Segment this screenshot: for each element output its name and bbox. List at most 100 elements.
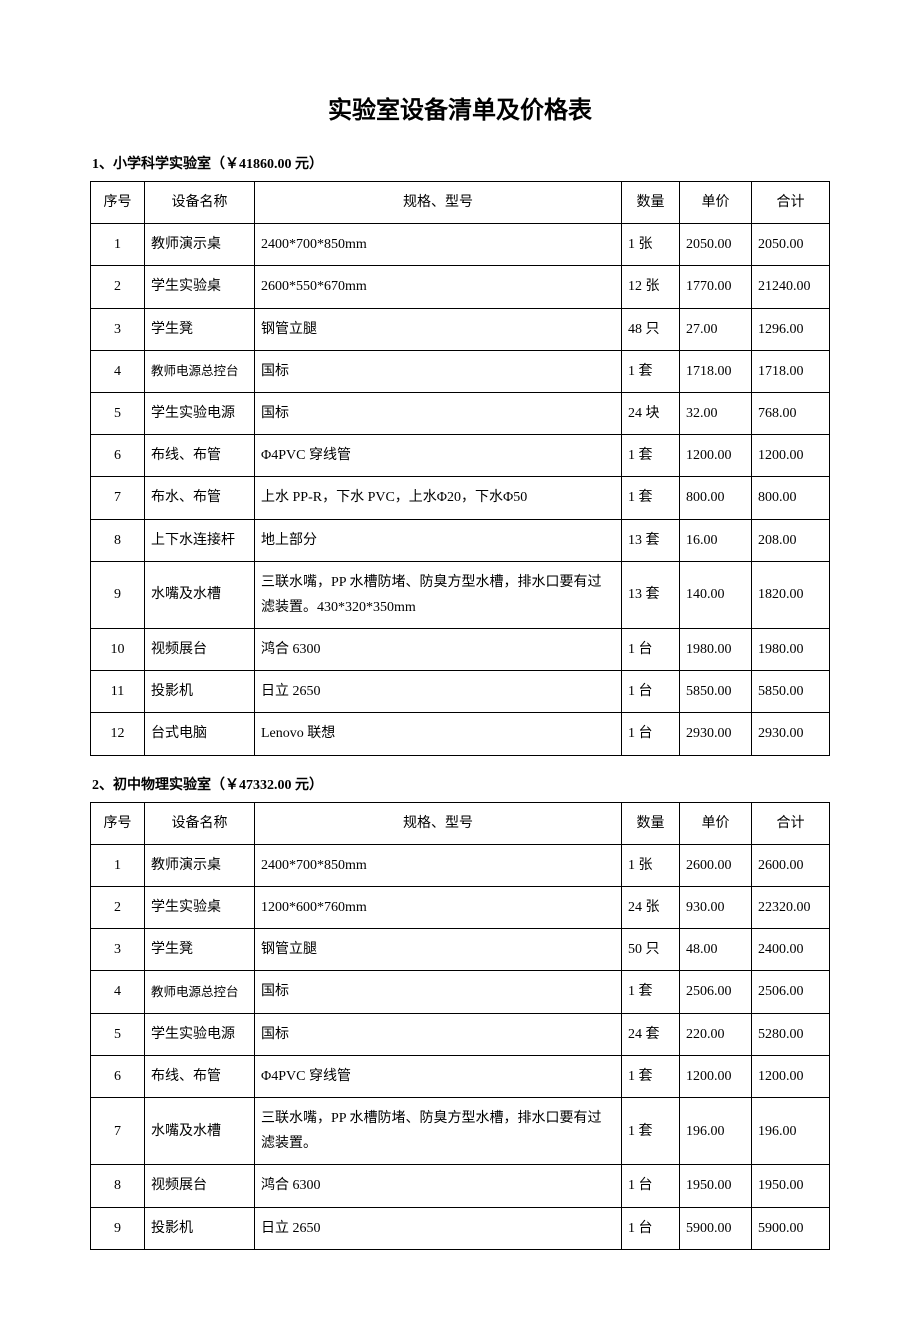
- section-2: 2、初中物理实验室（￥47332.00 元） 序号 设备名称 规格、型号 数量 …: [90, 774, 830, 1250]
- cell-idx: 8: [91, 519, 145, 561]
- cell-idx: 4: [91, 350, 145, 392]
- cell-idx: 1: [91, 844, 145, 886]
- cell-price: 220.00: [680, 1013, 752, 1055]
- cell-idx: 8: [91, 1165, 145, 1207]
- cell-total: 5280.00: [752, 1013, 830, 1055]
- cell-price: 5900.00: [680, 1207, 752, 1249]
- cell-total: 208.00: [752, 519, 830, 561]
- cell-idx: 9: [91, 1207, 145, 1249]
- cell-spec: 鸿合 6300: [255, 1165, 622, 1207]
- cell-qty: 1 套: [622, 350, 680, 392]
- col-header-name: 设备名称: [145, 802, 255, 844]
- cell-name: 上下水连接杆: [145, 519, 255, 561]
- cell-name: 学生凳: [145, 308, 255, 350]
- table-row: 2学生实验桌2600*550*670mm12 张1770.0021240.00: [91, 266, 830, 308]
- cell-total: 768.00: [752, 392, 830, 434]
- cell-spec: 钢管立腿: [255, 308, 622, 350]
- cell-idx: 2: [91, 266, 145, 308]
- cell-total: 5900.00: [752, 1207, 830, 1249]
- cell-idx: 3: [91, 308, 145, 350]
- table-row: 11投影机日立 26501 台5850.005850.00: [91, 671, 830, 713]
- table-row: 3学生凳钢管立腿48 只27.001296.00: [91, 308, 830, 350]
- cell-name: 布水、布管: [145, 477, 255, 519]
- cell-total: 1200.00: [752, 1055, 830, 1097]
- cell-total: 22320.00: [752, 887, 830, 929]
- cell-qty: 1 套: [622, 971, 680, 1013]
- cell-idx: 5: [91, 1013, 145, 1055]
- table-row: 7水嘴及水槽三联水嘴，PP 水槽防堵、防臭方型水槽，排水口要有过滤装置。1 套1…: [91, 1097, 830, 1164]
- section-1-heading: 1、小学科学实验室（￥41860.00 元）: [92, 153, 830, 173]
- cell-total: 1200.00: [752, 435, 830, 477]
- section-2-table: 序号 设备名称 规格、型号 数量 单价 合计 1教师演示桌2400*700*85…: [90, 802, 830, 1250]
- cell-qty: 24 套: [622, 1013, 680, 1055]
- table-row: 4教师电源总控台国标1 套2506.002506.00: [91, 971, 830, 1013]
- cell-qty: 1 套: [622, 1055, 680, 1097]
- cell-price: 1980.00: [680, 629, 752, 671]
- section-1-table: 序号 设备名称 规格、型号 数量 单价 合计 1教师演示桌2400*700*85…: [90, 181, 830, 756]
- cell-name: 教师电源总控台: [145, 971, 255, 1013]
- cell-total: 2930.00: [752, 713, 830, 755]
- cell-qty: 1 台: [622, 629, 680, 671]
- cell-idx: 2: [91, 887, 145, 929]
- cell-spec: 三联水嘴，PP 水槽防堵、防臭方型水槽，排水口要有过滤装置。: [255, 1097, 622, 1164]
- cell-qty: 24 张: [622, 887, 680, 929]
- col-header-qty: 数量: [622, 802, 680, 844]
- cell-total: 1950.00: [752, 1165, 830, 1207]
- cell-idx: 11: [91, 671, 145, 713]
- cell-idx: 1: [91, 224, 145, 266]
- table-row: 3学生凳钢管立腿50 只48.002400.00: [91, 929, 830, 971]
- col-header-total: 合计: [752, 182, 830, 224]
- col-header-idx: 序号: [91, 182, 145, 224]
- table-row: 6布线、布管Φ4PVC 穿线管1 套1200.001200.00: [91, 435, 830, 477]
- cell-spec: 国标: [255, 971, 622, 1013]
- page: 实验室设备清单及价格表 1、小学科学实验室（￥41860.00 元） 序号 设备…: [0, 0, 920, 1328]
- cell-price: 32.00: [680, 392, 752, 434]
- cell-spec: 国标: [255, 392, 622, 434]
- col-header-spec: 规格、型号: [255, 182, 622, 224]
- cell-spec: 国标: [255, 1013, 622, 1055]
- cell-total: 800.00: [752, 477, 830, 519]
- cell-spec: 三联水嘴，PP 水槽防堵、防臭方型水槽，排水口要有过滤装置。430*320*35…: [255, 561, 622, 628]
- col-header-total: 合计: [752, 802, 830, 844]
- cell-qty: 1 张: [622, 224, 680, 266]
- cell-total: 1980.00: [752, 629, 830, 671]
- table-row: 4教师电源总控台国标1 套1718.001718.00: [91, 350, 830, 392]
- cell-spec: 2600*550*670mm: [255, 266, 622, 308]
- section-2-tbody: 1教师演示桌2400*700*850mm1 张2600.002600.002学生…: [91, 844, 830, 1249]
- table-row: 9水嘴及水槽三联水嘴，PP 水槽防堵、防臭方型水槽，排水口要有过滤装置。430*…: [91, 561, 830, 628]
- cell-qty: 1 套: [622, 435, 680, 477]
- table-row: 1教师演示桌2400*700*850mm1 张2600.002600.00: [91, 844, 830, 886]
- cell-spec: 鸿合 6300: [255, 629, 622, 671]
- cell-price: 48.00: [680, 929, 752, 971]
- cell-idx: 3: [91, 929, 145, 971]
- table-row: 8视频展台鸿合 63001 台1950.001950.00: [91, 1165, 830, 1207]
- table-row: 7布水、布管上水 PP-R，下水 PVC，上水Φ20，下水Φ501 套800.0…: [91, 477, 830, 519]
- cell-qty: 50 只: [622, 929, 680, 971]
- cell-idx: 10: [91, 629, 145, 671]
- table-row: 12台式电脑Lenovo 联想1 台2930.002930.00: [91, 713, 830, 755]
- table-row: 5学生实验电源国标24 套220.005280.00: [91, 1013, 830, 1055]
- cell-qty: 12 张: [622, 266, 680, 308]
- cell-price: 1718.00: [680, 350, 752, 392]
- cell-price: 27.00: [680, 308, 752, 350]
- cell-spec: 地上部分: [255, 519, 622, 561]
- cell-price: 1950.00: [680, 1165, 752, 1207]
- cell-total: 21240.00: [752, 266, 830, 308]
- cell-idx: 12: [91, 713, 145, 755]
- cell-idx: 7: [91, 1097, 145, 1164]
- cell-qty: 1 套: [622, 1097, 680, 1164]
- cell-name: 学生实验桌: [145, 887, 255, 929]
- section-1-tbody: 1教师演示桌2400*700*850mm1 张2050.002050.002学生…: [91, 224, 830, 755]
- cell-spec: 1200*600*760mm: [255, 887, 622, 929]
- cell-qty: 1 台: [622, 713, 680, 755]
- col-header-name: 设备名称: [145, 182, 255, 224]
- cell-spec: 日立 2650: [255, 671, 622, 713]
- cell-name: 台式电脑: [145, 713, 255, 755]
- cell-qty: 24 块: [622, 392, 680, 434]
- document-title: 实验室设备清单及价格表: [90, 90, 830, 125]
- col-header-qty: 数量: [622, 182, 680, 224]
- cell-name: 布线、布管: [145, 435, 255, 477]
- cell-qty: 1 台: [622, 671, 680, 713]
- cell-idx: 4: [91, 971, 145, 1013]
- cell-qty: 1 套: [622, 477, 680, 519]
